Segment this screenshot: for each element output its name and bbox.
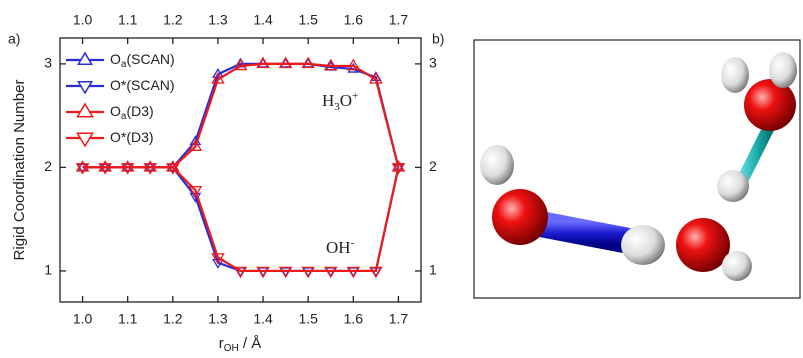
legend-marker <box>77 104 92 117</box>
panel-label: b) <box>432 31 444 47</box>
legend-label: Oa(D3) <box>110 103 154 122</box>
atom-h <box>769 52 797 88</box>
x-axis-title: rOH / Å <box>219 335 262 354</box>
y-axis-title: Rigid Coordination Number <box>11 80 28 261</box>
annotation-part: H <box>322 91 334 110</box>
y-tick-label: 1 <box>429 262 437 278</box>
legend-label-part: (D3) <box>126 103 153 119</box>
series-line <box>83 167 399 271</box>
x-tick-label: 1.0 <box>73 311 93 327</box>
annotation: OH- <box>326 237 355 257</box>
atom-h <box>722 251 752 281</box>
x-tick-label: 1.6 <box>344 12 364 28</box>
legend-label-part: O <box>110 51 121 67</box>
legend-marker <box>77 133 92 146</box>
x-tick-label: 1.2 <box>163 12 183 28</box>
x-tick-label: 1.3 <box>208 12 228 28</box>
y-tick-label: 1 <box>44 262 52 278</box>
annotation-part: O <box>340 91 352 110</box>
legend-label: Oa(SCAN) <box>110 51 175 70</box>
panel-label: a) <box>8 31 20 47</box>
annotation-part: + <box>352 90 358 102</box>
x-tick-label: 1.5 <box>298 311 318 327</box>
annotation: H3O+ <box>322 90 358 113</box>
x-tick-label: 1.5 <box>298 12 318 28</box>
series-line <box>83 167 399 271</box>
x-tick-label: 1.0 <box>73 12 93 28</box>
legend-marker <box>78 82 91 93</box>
atom-o <box>492 189 548 245</box>
atom-h <box>480 145 514 185</box>
legend-label-part: (SCAN) <box>126 51 174 67</box>
atom-h <box>621 225 665 265</box>
y-tick-label: 2 <box>429 158 437 174</box>
x-tick-label: 1.4 <box>253 12 273 28</box>
x-tick-label: 1.7 <box>389 12 409 28</box>
x-tick-label: 1.2 <box>163 311 183 327</box>
x-tick-label: 1.1 <box>118 12 138 28</box>
annotation-part: OH <box>326 238 351 257</box>
y-tick-label: 2 <box>44 158 52 174</box>
figure: a) b) Rigid Coordination Number rOH / Å … <box>0 0 803 358</box>
atom-o <box>744 79 796 131</box>
x-tick-label: 1.6 <box>344 311 364 327</box>
y-tick-label: 3 <box>429 55 437 71</box>
legend-label: O*(D3) <box>110 129 154 145</box>
legend-label-part: O*(D3) <box>110 129 154 145</box>
y-tick-label: 3 <box>44 55 52 71</box>
atom-h <box>721 57 749 93</box>
x-tick-label: 1.7 <box>389 311 409 327</box>
x-axis-title-sub: OH <box>224 343 239 354</box>
x-tick-label: 1.1 <box>118 311 138 327</box>
atom-o <box>676 218 730 272</box>
legend-marker <box>78 53 91 64</box>
legend-label-part: O <box>110 103 121 119</box>
legend-label-part: O*(SCAN) <box>110 77 175 93</box>
x-tick-label: 1.4 <box>253 311 273 327</box>
annotation-part: - <box>351 237 355 249</box>
molecule-image <box>474 40 800 298</box>
legend-label: O*(SCAN) <box>110 77 175 93</box>
atom-h <box>717 170 749 202</box>
x-axis-title-rest: / Å <box>239 335 262 352</box>
x-tick-label: 1.3 <box>208 311 228 327</box>
